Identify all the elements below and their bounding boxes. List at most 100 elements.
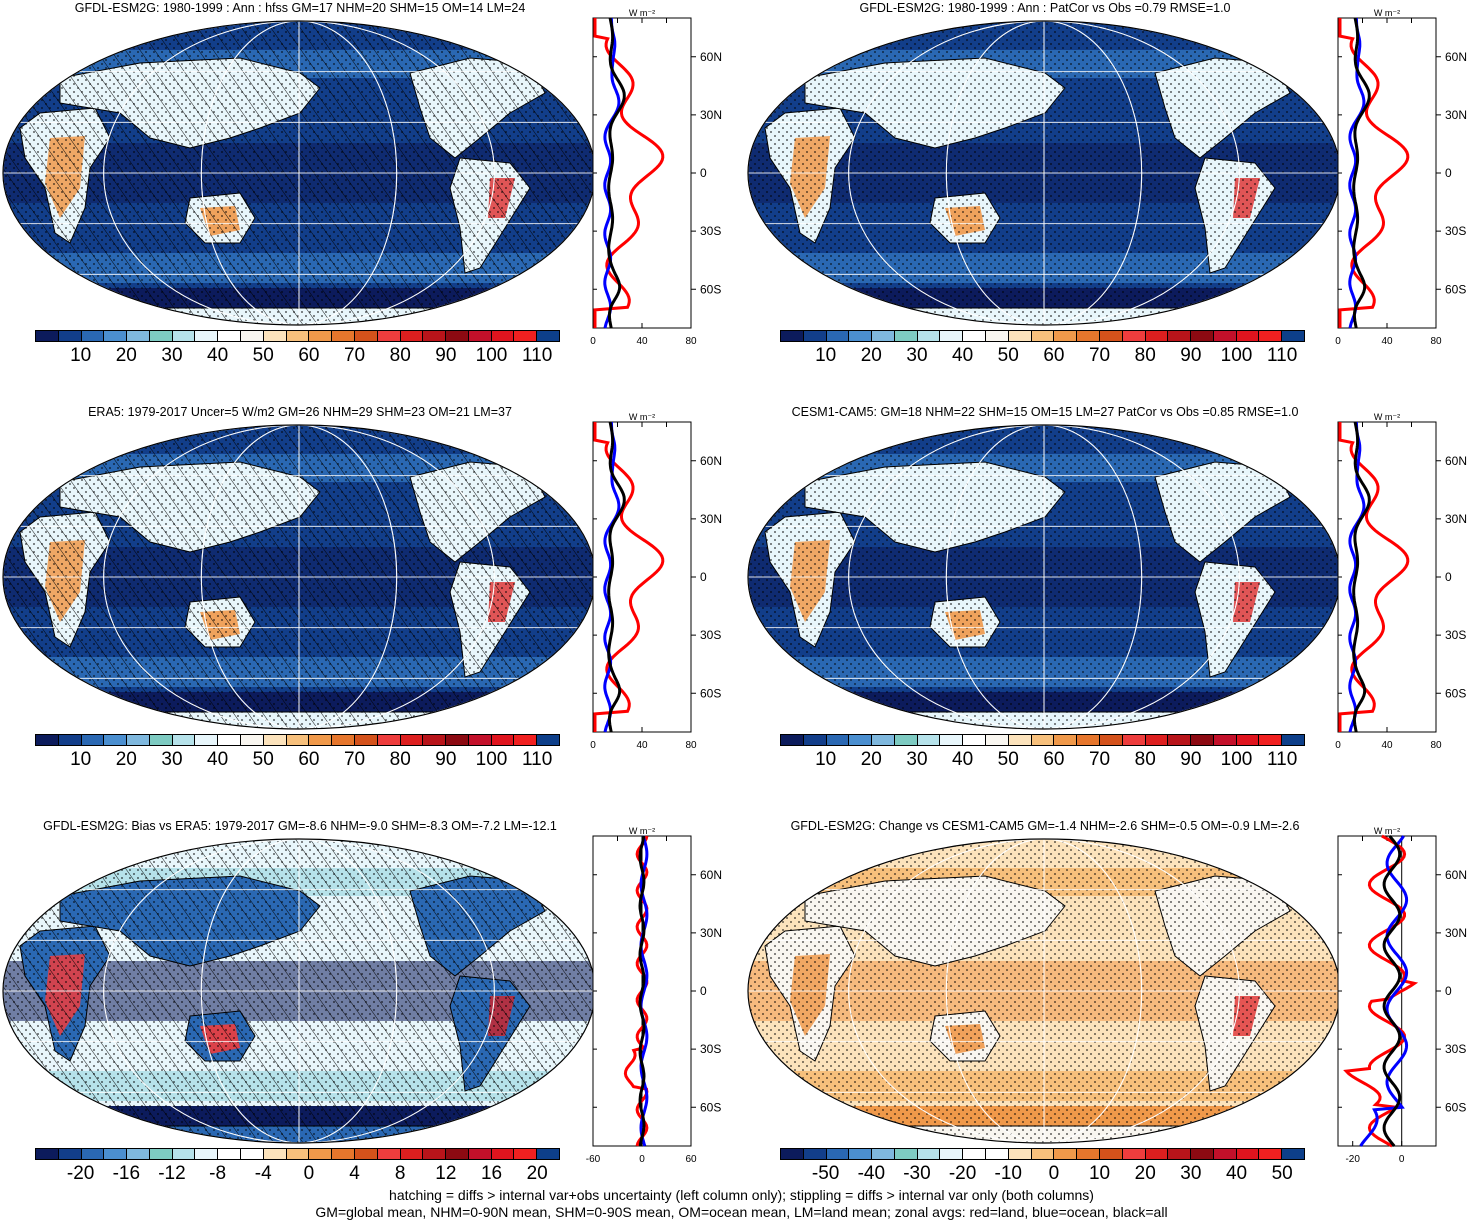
colorbar-swatch	[781, 735, 804, 745]
colorbar-swatch	[781, 1149, 804, 1159]
colorbar-swatch	[195, 735, 219, 745]
x-tick-label: 80	[1430, 740, 1442, 751]
panel-bias: GFDL-ESM2G: Bias vs ERA5: 1979-2017 GM=-…	[0, 818, 740, 1218]
colorbar-swatch	[872, 331, 895, 341]
colorbar-swatch	[172, 735, 196, 745]
colorbar-swatch	[1031, 331, 1055, 341]
colorbar-swatch	[1213, 735, 1237, 745]
colorbar-swatch	[286, 1149, 310, 1159]
colorbar-label: 100	[1220, 749, 1253, 770]
panel-title: GFDL-ESM2G: 1980-1999 : Ann : hfss GM=17…	[74, 1, 526, 15]
colorbar-swatch	[1259, 1149, 1283, 1159]
graticule	[3, 839, 595, 1143]
colorbar-swatch	[894, 735, 918, 745]
colorbar-swatch	[241, 735, 264, 745]
colorbar-label: 100	[475, 345, 508, 366]
colorbar-swatch	[127, 1149, 150, 1159]
lat-label: 30S	[700, 224, 721, 238]
colorbar-label: 4	[349, 1163, 360, 1184]
lat-label: 60N	[700, 454, 722, 468]
land-zonal-line	[1338, 18, 1410, 328]
colorbar-label: 20	[526, 1163, 548, 1184]
colorbar-swatch	[917, 331, 941, 341]
colorbar-label: 50	[997, 749, 1019, 770]
lat-label: 60S	[700, 1100, 721, 1114]
x-tick-label: 0	[639, 1154, 645, 1165]
colorbar-swatch	[58, 735, 82, 745]
colorbar-label: 30	[161, 345, 183, 366]
colorbar-swatch	[1122, 735, 1146, 745]
colorbar-label: 10	[1088, 1163, 1111, 1184]
colorbar-swatches	[780, 330, 1305, 342]
lat-label: 30S	[700, 628, 721, 642]
colorbar-swatch	[940, 331, 964, 341]
all-zonal-line	[607, 421, 626, 733]
colorbar-labels: -20 -16 -12 -8 -4 0 4 8 12 16 20	[35, 1160, 560, 1184]
colorbar-label: 12	[435, 1163, 457, 1184]
lat-label: 0	[1445, 166, 1452, 180]
graticule	[3, 425, 595, 729]
panel-title: GFDL-ESM2G: 1980-1999 : Ann : PatCor vs …	[859, 1, 1231, 15]
colorbar-swatch	[1099, 331, 1123, 341]
colorbar-label: 40	[207, 749, 229, 770]
colorbar-label: 100	[475, 749, 508, 770]
lat-label: 60N	[1445, 454, 1467, 468]
colorbar-swatch	[1031, 1149, 1055, 1159]
colorbar-label: 30	[906, 345, 928, 366]
colorbar-swatch	[491, 1149, 515, 1159]
colorbar-label: 90	[1180, 345, 1202, 366]
colorbar-label: -50	[811, 1163, 840, 1184]
colorbar-swatch	[332, 331, 355, 341]
colorbar-swatch	[826, 735, 850, 745]
colorbar-swatches	[35, 1148, 560, 1160]
colorbar-label: 40	[1225, 1163, 1248, 1184]
colorbar-swatch	[514, 735, 538, 745]
colorbar-swatch	[149, 1149, 173, 1159]
colorbar-swatch	[1008, 1149, 1032, 1159]
colorbar-swatch	[446, 735, 469, 745]
colorbar-label: 0	[1048, 1163, 1060, 1184]
colorbar-swatch	[149, 331, 173, 341]
colorbar-label: -30	[903, 1163, 931, 1184]
colorbar-swatch	[172, 1149, 196, 1159]
zonal-unit-label: W m⁻²	[1374, 8, 1400, 18]
colorbar-label: -12	[158, 1163, 186, 1184]
land-zonal-line	[1338, 422, 1410, 732]
panel-gfdl-patcor: GFDL-ESM2G: 1980-1999 : Ann : PatCor vs …	[745, 0, 1483, 400]
colorbar-swatch	[1077, 735, 1100, 745]
colorbar-swatch	[1145, 1149, 1169, 1159]
colorbar-swatch	[423, 735, 447, 745]
colorbar-label: 0	[303, 1163, 315, 1184]
colorbar-swatch	[332, 1149, 355, 1159]
lat-label: 60S	[1445, 686, 1466, 700]
colorbar-swatch	[377, 331, 401, 341]
x-tick-label: 60	[685, 1154, 697, 1165]
colorbar-label: -4	[254, 1163, 272, 1184]
world-map	[2, 424, 596, 730]
colorbar-label: 90	[435, 749, 457, 770]
world-map	[2, 838, 596, 1144]
colorbar-swatch	[354, 1149, 378, 1159]
colorbar-swatch	[537, 331, 559, 341]
all-zonal-line	[638, 835, 646, 1147]
colorbar-label: 50	[252, 749, 274, 770]
colorbar-label: 60	[298, 749, 320, 770]
colorbar-label: 40	[952, 345, 974, 366]
colorbar-label: 30	[906, 749, 928, 770]
colorbar-swatch	[446, 331, 469, 341]
colorbar-swatch	[1168, 331, 1192, 341]
x-tick-label: 40	[636, 336, 648, 347]
colorbar-swatch	[1008, 331, 1032, 341]
colorbar-label: 70	[343, 749, 366, 770]
lat-label: 30S	[1445, 1042, 1466, 1056]
colorbar-swatch	[218, 1149, 242, 1159]
footer-note-1: hatching = diffs > internal var+obs unce…	[389, 1187, 1094, 1203]
colorbar-label: 50	[252, 345, 274, 366]
colorbar-swatch	[58, 331, 82, 341]
colorbar-swatch	[468, 735, 492, 745]
colorbar: 10 20 30 40 50 60 70 80 90 100 110	[35, 330, 560, 372]
land-zonal-line	[1343, 834, 1419, 1148]
colorbar-labels: 10 20 30 40 50 60 70 80 90 100 110	[780, 746, 1305, 770]
colorbar-swatch	[241, 331, 264, 341]
colorbar-labels: 10 20 30 40 50 60 70 80 90 100 110	[35, 746, 560, 770]
